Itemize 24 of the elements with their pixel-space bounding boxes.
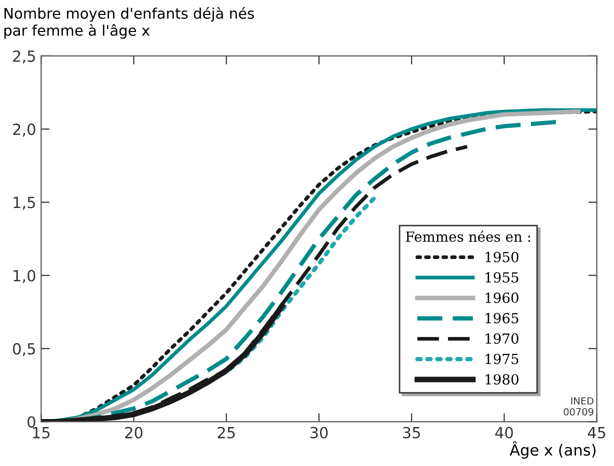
x-tick-label: 30 (310, 426, 328, 438)
legend-label: 1980 (486, 374, 518, 385)
y-axis-title: Nombre moyen d'enfants déjà nés par femme à l'âge x (4, 6, 254, 39)
x-tick-label: 40 (495, 426, 513, 438)
y-tick-label: 0,5 (12, 343, 35, 356)
x-tick-label: 15 (33, 427, 50, 438)
y-tick-label: 0 (28, 416, 36, 428)
x-tick-label: 45 (588, 427, 606, 438)
legend-title: Femmes nées en : (406, 230, 530, 242)
annotation: INED 00709 (564, 397, 594, 416)
y-tick-label: 1,5 (14, 196, 35, 210)
x-tick-label: 20 (125, 426, 142, 438)
y-tick-label: 2,0 (13, 124, 36, 137)
legend-label: 1950 (486, 252, 518, 262)
y-tick-label: 1,0 (14, 270, 36, 283)
legend-label: 1965 (486, 312, 518, 324)
legend-label: 1970 (486, 333, 518, 344)
legend-label: 1975 (486, 354, 518, 364)
x-tick-label: 25 (218, 426, 235, 438)
legend-label: 1960 (486, 292, 518, 304)
x-tick-label: 35 (403, 426, 420, 438)
x-axis-title: Âge x (ans) (510, 441, 596, 459)
y-tick-label: 2,5 (13, 50, 35, 64)
legend-label: 1955 (486, 272, 518, 283)
